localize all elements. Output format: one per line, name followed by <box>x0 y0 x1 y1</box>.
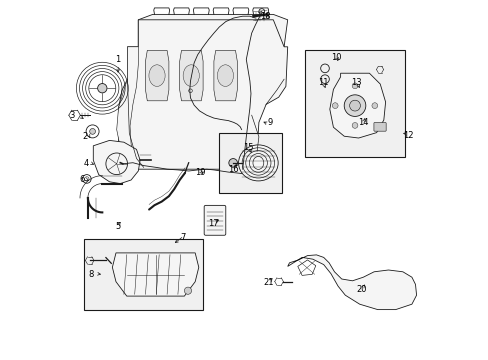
Text: 17: 17 <box>208 219 219 228</box>
Polygon shape <box>117 47 138 169</box>
Text: 19: 19 <box>195 168 205 177</box>
Text: 11: 11 <box>317 78 327 87</box>
Bar <box>305 50 404 157</box>
Ellipse shape <box>183 65 199 86</box>
Polygon shape <box>329 73 385 138</box>
Text: 1: 1 <box>115 55 120 64</box>
Text: 12: 12 <box>402 130 413 139</box>
Text: 20: 20 <box>356 285 366 294</box>
Circle shape <box>228 158 237 167</box>
Bar <box>219 133 282 193</box>
Text: 15: 15 <box>243 143 253 152</box>
Polygon shape <box>213 50 237 101</box>
Polygon shape <box>145 50 168 101</box>
Ellipse shape <box>217 65 233 86</box>
Polygon shape <box>118 20 287 169</box>
Text: 2: 2 <box>82 132 87 141</box>
Circle shape <box>89 129 95 134</box>
Bar <box>84 239 203 310</box>
Text: 21: 21 <box>263 278 274 287</box>
Circle shape <box>86 125 99 138</box>
Circle shape <box>332 103 337 108</box>
Circle shape <box>351 83 357 89</box>
Text: 18: 18 <box>260 12 270 21</box>
Text: 5: 5 <box>115 222 120 231</box>
Text: 14: 14 <box>357 118 368 127</box>
FancyBboxPatch shape <box>373 122 386 131</box>
Polygon shape <box>112 253 199 296</box>
Circle shape <box>344 95 365 116</box>
Text: 8: 8 <box>89 270 94 279</box>
Polygon shape <box>138 14 287 54</box>
Polygon shape <box>179 50 203 101</box>
FancyBboxPatch shape <box>204 205 225 235</box>
Circle shape <box>98 84 107 93</box>
Circle shape <box>184 287 191 294</box>
Ellipse shape <box>149 65 165 86</box>
Text: 9: 9 <box>267 118 272 127</box>
Polygon shape <box>93 140 140 184</box>
Text: 6: 6 <box>79 175 84 184</box>
Text: 13: 13 <box>351 78 362 87</box>
Ellipse shape <box>238 145 278 181</box>
Circle shape <box>349 100 360 111</box>
Text: 10: 10 <box>330 53 341 62</box>
Polygon shape <box>287 255 416 310</box>
Text: 7: 7 <box>180 233 185 242</box>
Text: 3: 3 <box>70 111 75 120</box>
Text: 16: 16 <box>228 165 239 174</box>
Circle shape <box>351 122 357 128</box>
Circle shape <box>371 103 377 108</box>
Text: 4: 4 <box>83 159 88 168</box>
